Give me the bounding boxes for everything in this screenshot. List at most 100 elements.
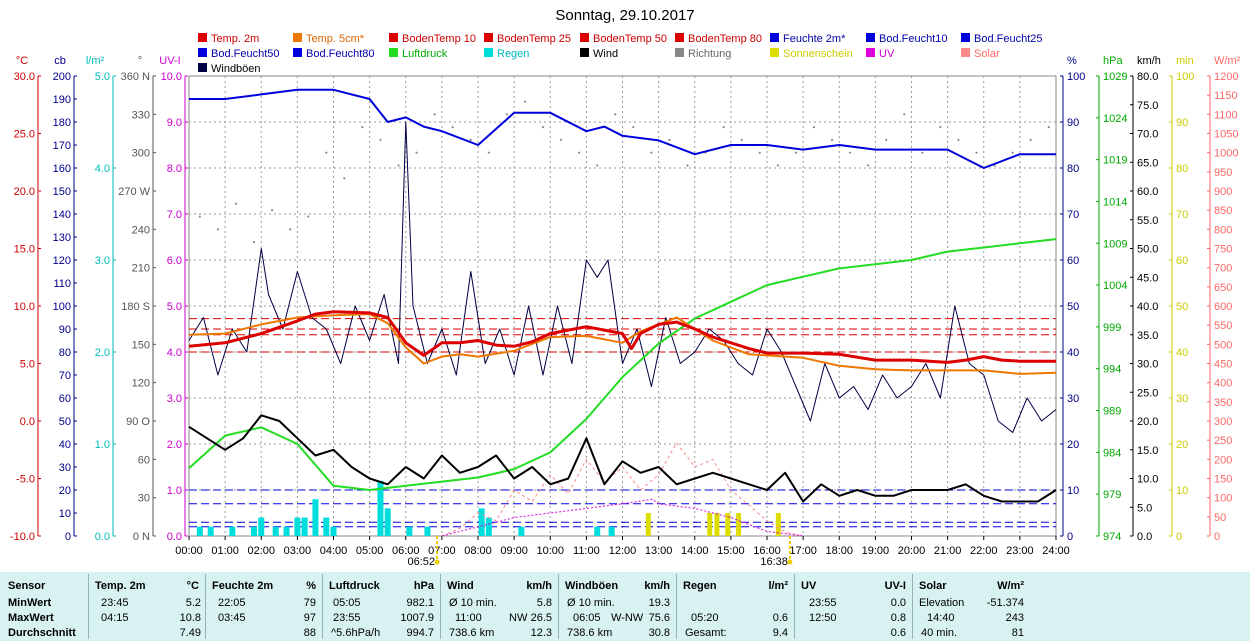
solar-tick-label: 150 — [1214, 474, 1232, 486]
solar-tick-label: 1150 — [1214, 90, 1238, 102]
legend-label: Solar — [974, 48, 1000, 60]
uv-tick-label: 8.0 — [167, 163, 182, 175]
dir-axis-unit: ° — [138, 55, 142, 67]
hum-tick-label: 50 — [1067, 301, 1079, 313]
solar-tick-label: 200 — [1214, 454, 1232, 466]
dir-tick-label: 120 — [132, 378, 150, 390]
x-tick-label: 00:00 — [175, 545, 203, 557]
cb-tick-label: 200 — [53, 71, 71, 83]
row-label-max: MaxWert — [8, 612, 54, 624]
wind-tick-label: 45.0 — [1137, 272, 1158, 284]
rain-bar — [251, 526, 258, 536]
solar-tick-label: 900 — [1214, 186, 1232, 198]
cb-tick-label: 20 — [59, 485, 71, 497]
wind-direction-point — [289, 228, 292, 231]
solar-tick-label: 650 — [1214, 282, 1232, 294]
legend-swatch — [866, 48, 875, 57]
legend-swatch — [198, 33, 207, 42]
stats-hum-title: Feuchte 2m — [212, 580, 274, 592]
wind-direction-point — [487, 151, 490, 154]
stats-wind-distance: 738.6 km — [449, 627, 495, 639]
legend-swatch — [770, 48, 779, 57]
x-tick-label: 08:00 — [464, 545, 492, 557]
cb-tick-label: 120 — [53, 255, 71, 267]
uv-tick-label: 2.0 — [167, 439, 182, 451]
legend-label: Temp. 5cm* — [306, 33, 365, 45]
rain-bar — [377, 480, 384, 536]
stats-uv-min: 0.0 — [890, 597, 906, 609]
cb-tick-label: 90 — [59, 324, 71, 336]
row-label-sensor: Sensor — [8, 580, 46, 592]
weather-chart-svg: Sonntag, 29.10.2017 Temp. 2m Temp. 5cm* Bod… — [10, 7, 1241, 568]
solar-tick-label: 600 — [1214, 301, 1232, 313]
cb-tick-label: 100 — [53, 301, 71, 313]
legend-swatch — [389, 33, 398, 42]
solar-tick-label: 1200 — [1214, 71, 1238, 83]
stats-solar-max: 243 — [1005, 612, 1024, 624]
stats-press-trend: ^5.6hPa/h — [331, 627, 381, 639]
rain-bar — [608, 526, 615, 536]
press-tick-label: 974 — [1103, 531, 1121, 543]
solar-tick-label: 800 — [1214, 224, 1232, 236]
legend-label: Bod.Feucht10 — [879, 33, 948, 45]
sunset-sun-icon — [787, 559, 793, 565]
x-tick-label: 06:00 — [392, 545, 420, 557]
separator — [322, 574, 323, 639]
dir-tick-label: 330 — [132, 109, 150, 121]
stats-col-uv: UV UV-I 23:55 0.0 12:50 0.8 0.6 — [795, 572, 912, 641]
legend-swatch — [198, 48, 207, 57]
legend-swatch — [961, 33, 970, 42]
solar-tick-label: 300 — [1214, 416, 1232, 428]
stats-press-title: Luftdruck — [329, 580, 380, 592]
hum-tick-label: 40 — [1067, 347, 1079, 359]
row-label-min: MinWert — [8, 597, 52, 609]
legend-label: BodenTemp 80 — [688, 33, 762, 45]
stats-temp-max: 10.8 — [179, 612, 201, 624]
legend-label: Bod.Feucht25 — [974, 33, 1043, 45]
cb-tick-label: 170 — [53, 140, 71, 152]
weather-chart: Sonntag, 29.10.2017 Temp. 2m Temp. 5cm* Bod… — [10, 7, 1241, 568]
wind-tick-label: 55.0 — [1137, 215, 1158, 227]
cb-tick-label: 30 — [59, 462, 71, 474]
solar-tick-label: 750 — [1214, 244, 1232, 256]
wind-direction-point — [307, 215, 310, 218]
stats-gust-max-dir: W-NW — [611, 612, 644, 624]
sun-axis-unit: min — [1176, 55, 1194, 67]
temp-axis-unit: °C — [16, 55, 28, 67]
rain-bar — [384, 508, 391, 536]
stats-temp-max-time: 04:15 — [101, 612, 129, 624]
legend-swatch — [580, 33, 589, 42]
dir-tick-label: 0 N — [133, 531, 150, 543]
cb-tick-label: 160 — [53, 163, 71, 175]
temp-tick-label: 25.0 — [14, 129, 35, 141]
stats-col-rain: Regen l/m² 05:20 0.6 Gesamt: 9.4 — [677, 572, 794, 641]
wind-direction-point — [1011, 151, 1014, 154]
rain-bar — [301, 517, 308, 536]
sun-tick-label: 100 — [1176, 71, 1194, 83]
cb-tick-label: 110 — [53, 278, 71, 290]
stats-press-avg: 994.7 — [406, 627, 434, 639]
stats-gust-distance: 738.6 km — [567, 627, 613, 639]
legend-label: Luftdruck — [402, 48, 448, 60]
x-tick-label: 17:00 — [789, 545, 817, 557]
stats-hum-max: 97 — [303, 612, 316, 624]
cb-tick-label: 150 — [53, 186, 71, 198]
wind-direction-point — [722, 126, 725, 129]
legend-label: Sonnenschein — [783, 48, 853, 60]
rain-bar — [258, 517, 265, 536]
stats-gust-min: 19.3 — [648, 597, 670, 609]
stats-col-wind: Wind km/h Ø 10 min. 5.8 11:00 NW 26.5 73… — [441, 572, 558, 641]
stats-rain-title: Regen — [683, 580, 717, 592]
wind-direction-point — [939, 126, 942, 129]
stats-solar-elevation-label: Elevation — [919, 597, 965, 609]
dir-tick-label: 300 — [132, 148, 150, 160]
rain-bar — [323, 517, 330, 536]
stats-solar-max-time: 14:40 — [927, 612, 955, 624]
uv-tick-label: 9.0 — [167, 117, 182, 129]
legend-swatch — [675, 48, 684, 57]
sun-tick-label: 80 — [1176, 163, 1188, 175]
rain-tick-label: 4.0 — [95, 163, 110, 175]
wind-direction-point — [848, 151, 852, 154]
rain-bar — [294, 517, 301, 536]
hum-tick-label: 90 — [1067, 117, 1079, 129]
